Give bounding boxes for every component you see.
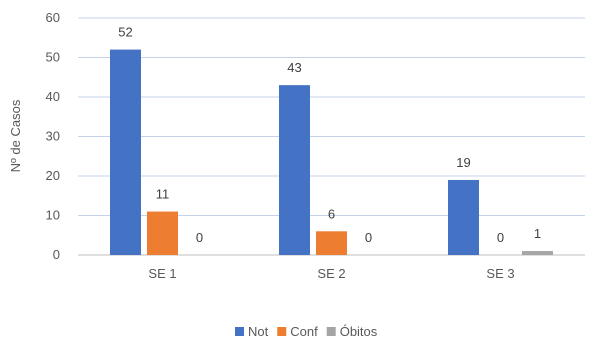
y-tick-label: 40 [46, 89, 60, 104]
data-label: 52 [118, 25, 132, 40]
legend-swatch [235, 327, 244, 336]
data-labels: 52 11 0 43 6 0 19 0 1 [118, 25, 541, 245]
bar-conf-se-1 [147, 211, 178, 255]
legend-swatch [277, 327, 287, 336]
data-label: 19 [456, 155, 470, 170]
bar-not-se-3 [448, 179, 479, 255]
data-label: 1 [534, 226, 541, 241]
data-label: 0 [365, 230, 372, 245]
bar--bitos-se-3 [522, 251, 553, 255]
y-tick-label: 0 [53, 247, 60, 262]
legend-entry: Conf [290, 324, 318, 339]
y-tick-label: 50 [46, 50, 60, 65]
legend-entry: Óbitos [340, 324, 378, 339]
data-label: 0 [497, 230, 504, 245]
y-tick-label: 10 [46, 208, 60, 223]
data-label: 11 [156, 187, 170, 202]
bars [110, 49, 553, 256]
y-tick-label: 60 [46, 10, 60, 25]
bar-not-se-1 [110, 49, 141, 255]
legend-entry: Not [248, 324, 269, 339]
legend-swatch [326, 327, 336, 336]
x-tick-label: SE 2 [317, 266, 345, 281]
legend: Not Conf Óbitos [235, 324, 378, 339]
y-tick-label: 30 [46, 129, 60, 144]
x-axis-ticks: SE 1 SE 2 SE 3 [148, 266, 514, 281]
y-tick-label: 20 [46, 168, 60, 183]
x-tick-label: SE 1 [148, 266, 176, 281]
x-tick-label: SE 3 [486, 266, 514, 281]
data-label: 6 [328, 206, 335, 221]
y-axis-ticks: 0 10 20 30 40 50 60 [46, 10, 60, 262]
bar-conf-se-2 [316, 231, 347, 255]
bar-not-se-2 [279, 85, 310, 256]
data-label: 43 [287, 60, 301, 75]
y-axis-label: Nº de Casos [8, 99, 23, 172]
data-label: 0 [196, 230, 203, 245]
